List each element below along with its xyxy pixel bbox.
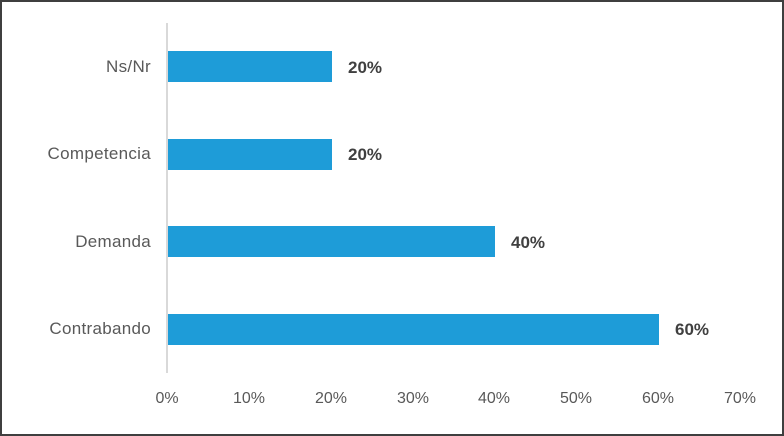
category-label: Demanda xyxy=(75,231,151,251)
data-label: 40% xyxy=(511,232,546,252)
y-axis-line xyxy=(166,23,168,373)
bar xyxy=(168,314,659,345)
x-axis-tick-label: 20% xyxy=(314,390,348,407)
x-axis-tick-label: 60% xyxy=(641,390,675,407)
x-axis-tick-label: 10% xyxy=(232,390,266,407)
category-label: Contrabando xyxy=(49,319,151,339)
x-axis-tick-label: 0% xyxy=(155,390,179,407)
bar xyxy=(168,51,332,82)
x-axis-tick-label: 40% xyxy=(477,390,511,407)
category-label: Ns/Nr xyxy=(106,56,151,76)
x-axis-tick-label: 30% xyxy=(396,390,430,407)
data-label: 60% xyxy=(675,320,710,340)
x-axis-tick-label: 50% xyxy=(559,390,593,407)
x-axis-tick-label: 70% xyxy=(723,390,757,407)
data-label: 20% xyxy=(348,145,383,165)
data-label: 20% xyxy=(348,57,383,77)
bar xyxy=(168,226,495,257)
category-label: Competencia xyxy=(47,144,151,164)
bar xyxy=(168,139,332,170)
